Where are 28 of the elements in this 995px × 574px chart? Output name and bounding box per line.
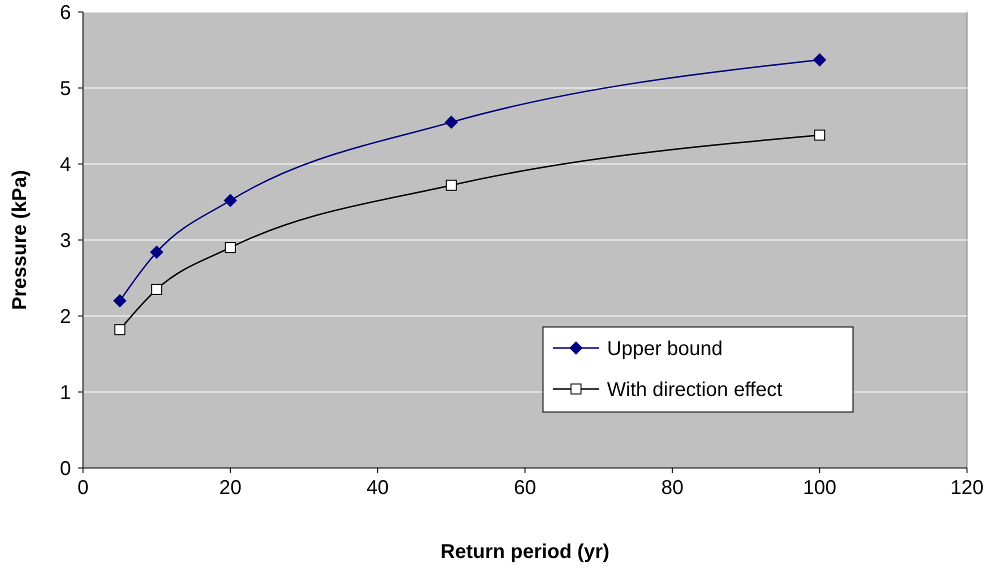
y-tick-label: 5 [60,78,71,100]
point [814,130,826,141]
x-tick-label: 20 [219,477,242,499]
point [224,194,237,207]
y-tick-label: 2 [60,306,71,328]
y-tick-label: 6 [60,2,71,24]
x-tick-label: 100 [802,477,836,499]
point [114,324,126,336]
x-tick-label: 0 [77,477,89,499]
legend-label: With direction effect [607,379,783,401]
point [151,284,162,295]
x-axis-title: Return period (yr) [440,541,610,563]
point [113,294,126,308]
point [444,116,458,129]
y-tick-label: 0 [60,458,71,480]
point [224,242,236,254]
x-tick-label: 80 [661,477,684,499]
y-tick-label: 1 [60,382,71,404]
x-tick-label: 120 [950,477,984,499]
legend-label: Upper bound [607,338,723,360]
x-tick-label: 40 [366,477,389,499]
y-tick-label: 3 [60,230,71,252]
point [813,53,826,66]
point [446,180,457,191]
x-tick-label: 60 [514,477,536,499]
point [150,246,164,259]
y-axis-title: Pressure (kPa) [9,170,31,310]
y-tick-label: 4 [60,154,71,176]
